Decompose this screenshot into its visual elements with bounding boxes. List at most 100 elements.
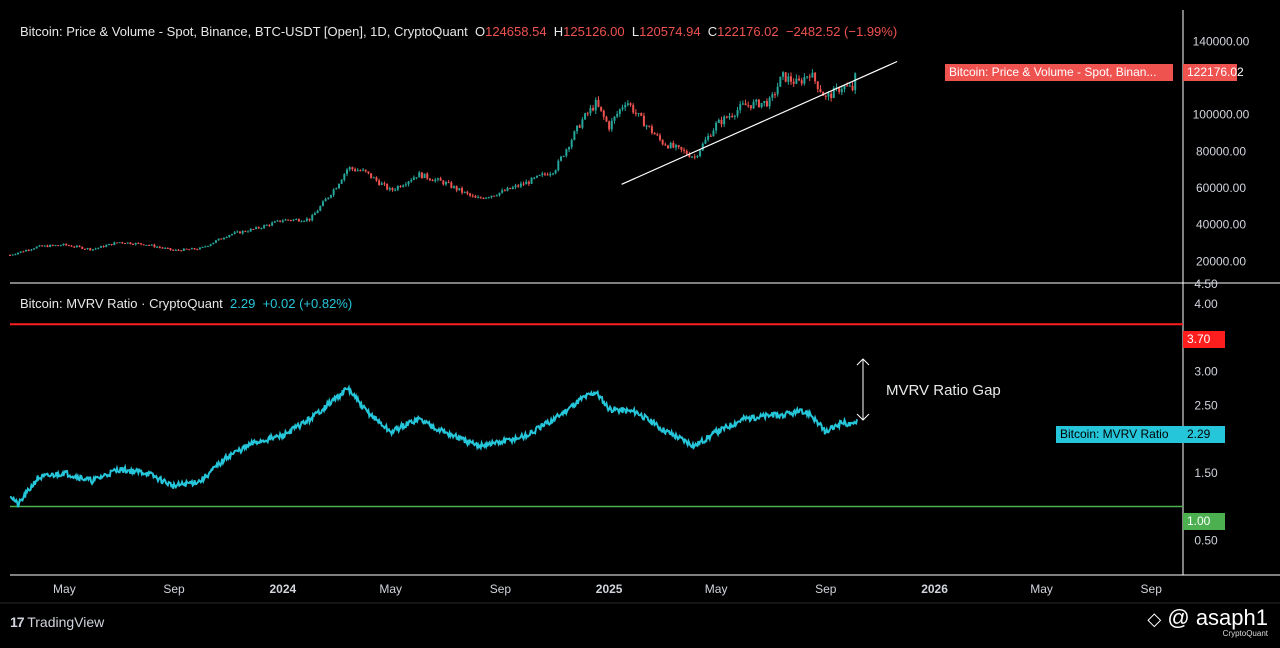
price-candle	[755, 99, 758, 102]
price-candle	[650, 126, 653, 133]
price-candle	[551, 173, 554, 175]
price-candle	[380, 183, 383, 185]
price-candle	[509, 187, 512, 189]
price-candle	[305, 218, 308, 221]
price-candle	[132, 244, 135, 246]
price-candle	[367, 171, 370, 174]
price-candle	[62, 243, 65, 246]
price-candle	[180, 250, 183, 252]
price-candle	[538, 175, 541, 177]
price-candle	[239, 231, 242, 234]
price-candle	[594, 99, 597, 111]
price-candle	[798, 78, 801, 81]
price-candle	[236, 231, 239, 233]
price-candle	[739, 104, 742, 111]
price-candle	[840, 89, 843, 93]
close-label: C	[707, 24, 718, 39]
price-candle	[311, 215, 314, 221]
price-candle	[9, 254, 11, 256]
price-candle	[715, 122, 718, 131]
price-candle	[447, 182, 450, 184]
mvrv-series-tag[interactable]: Bitcoin: MVRV Ratio	[1056, 426, 1183, 443]
price-candle	[474, 196, 477, 198]
price-candle	[276, 220, 279, 222]
price-candle	[487, 197, 490, 199]
price-candle	[632, 105, 635, 113]
price-candle	[661, 139, 664, 145]
price-candle	[196, 249, 199, 251]
price-candle	[533, 177, 536, 179]
price-candle	[565, 149, 568, 156]
low-label: L	[631, 24, 640, 39]
price-candle	[252, 228, 255, 230]
price-candle	[848, 85, 851, 87]
price-candle	[436, 178, 439, 180]
time-axis-tick: 2025	[596, 582, 623, 596]
price-candle	[78, 245, 81, 247]
price-candle	[145, 244, 148, 246]
price-candle	[568, 147, 571, 150]
price-candle	[720, 119, 723, 125]
price-candle	[444, 182, 447, 185]
price-candle	[418, 172, 421, 178]
price-candle	[621, 107, 624, 110]
price-candle	[613, 116, 616, 121]
price-change: −2482.52 (−1.99%)	[785, 24, 898, 39]
price-candle	[137, 242, 140, 244]
tradingview-logo[interactable]: 17 TradingView	[10, 614, 104, 630]
price-candle	[640, 113, 643, 116]
price-candle	[712, 130, 715, 137]
price-candle	[182, 248, 185, 251]
price-candle	[118, 242, 121, 244]
price-candle	[343, 173, 346, 180]
price-candle	[776, 86, 779, 95]
price-candle	[517, 185, 520, 187]
price-candle	[618, 109, 621, 114]
price-candle	[482, 197, 485, 199]
price-candle	[263, 225, 266, 229]
price-candle	[471, 195, 474, 197]
price-candle	[814, 72, 817, 82]
high-value: 125126.00	[563, 24, 625, 39]
mvrv-legend: Bitcoin: MVRV Ratio · CryptoQuant 2.29 +…	[20, 296, 352, 311]
price-candle	[642, 115, 645, 127]
price-candle	[827, 93, 830, 97]
close-value: 122176.02	[717, 24, 779, 39]
price-candle	[206, 245, 209, 247]
price-series-tag[interactable]: Bitcoin: Price & Volume - Spot, Binan...	[945, 64, 1173, 81]
price-candle	[89, 248, 92, 251]
price-candle	[383, 183, 386, 185]
price-candle	[319, 206, 322, 211]
price-candle	[501, 190, 504, 193]
price-candle	[394, 189, 397, 191]
price-candle	[284, 219, 287, 221]
price-candle	[723, 116, 726, 125]
price-candle	[747, 105, 750, 107]
price-candle	[228, 234, 231, 237]
author-label: @ asaph1	[1167, 605, 1268, 630]
price-candle	[148, 244, 151, 246]
price-candle	[327, 197, 330, 200]
price-candle	[589, 107, 592, 114]
price-candle	[666, 145, 669, 149]
price-candle	[707, 135, 710, 140]
price-candle	[249, 228, 252, 232]
price-candle	[600, 106, 603, 111]
mvrv-value: 2.29	[230, 296, 256, 311]
time-axis-tick: Sep	[815, 582, 837, 596]
price-candle	[209, 244, 212, 246]
price-candle	[297, 219, 300, 222]
price-candle	[458, 188, 461, 191]
price-candle	[158, 246, 161, 248]
price-candle	[402, 185, 405, 187]
price-candle	[816, 81, 819, 90]
price-candle	[549, 173, 552, 176]
price-candle	[356, 170, 359, 172]
mvrv-axis-tick: 4.50	[1194, 277, 1218, 291]
price-candle	[255, 227, 258, 230]
price-candle	[733, 115, 736, 117]
price-candle	[824, 95, 827, 97]
price-candle	[410, 179, 413, 182]
price-candle	[693, 156, 696, 158]
